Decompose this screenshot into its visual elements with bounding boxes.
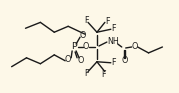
Text: P: P bbox=[71, 43, 77, 52]
Text: O: O bbox=[131, 43, 138, 52]
Text: F: F bbox=[102, 70, 106, 79]
Text: O: O bbox=[80, 31, 86, 40]
Text: F: F bbox=[112, 58, 116, 67]
Text: NH: NH bbox=[107, 37, 119, 46]
Text: F: F bbox=[84, 69, 88, 78]
Text: F: F bbox=[106, 17, 110, 26]
Text: O: O bbox=[83, 43, 89, 52]
Text: F: F bbox=[84, 16, 88, 25]
Text: O: O bbox=[122, 56, 128, 65]
Text: O: O bbox=[65, 55, 71, 64]
Text: O: O bbox=[78, 56, 84, 65]
Text: F: F bbox=[112, 24, 116, 33]
